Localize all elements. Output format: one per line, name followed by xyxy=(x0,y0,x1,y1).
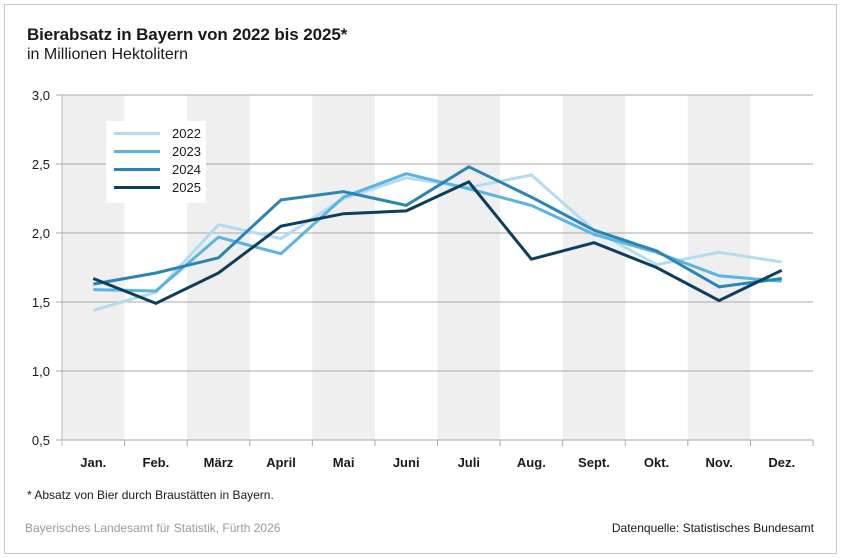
x-tick-label: Aug. xyxy=(517,455,546,470)
data-source: Datenquelle: Statistisches Bundesamt xyxy=(611,521,814,535)
credit-text: Bayerisches Landesamt für Statistik, Für… xyxy=(25,521,281,535)
chart-title: Bierabsatz in Bayern von 2022 bis 2025* xyxy=(27,25,348,44)
y-tick-label: 3,0 xyxy=(32,88,50,103)
legend-swatch-2024 xyxy=(114,167,160,171)
y-tick-label: 2,0 xyxy=(32,226,50,241)
legend-swatch-2023 xyxy=(114,149,160,153)
month-band xyxy=(437,95,501,440)
month-bands xyxy=(62,95,751,440)
series-line-2024 xyxy=(93,165,782,289)
x-tick-label: Mai xyxy=(333,455,355,470)
x-tick-label: Sept. xyxy=(578,455,610,470)
y-tick-label: 2,5 xyxy=(32,157,50,172)
x-tick-label: Feb. xyxy=(143,455,170,470)
legend: 2022 2023 2024 2025 xyxy=(106,121,206,203)
legend-swatch-2022 xyxy=(114,131,160,135)
footnote: * Absatz von Bier durch Braustätten in B… xyxy=(27,488,274,502)
legend-item-2025: 2025 xyxy=(114,178,201,196)
legend-item-2024: 2024 xyxy=(114,160,201,178)
legend-item-2022: 2022 xyxy=(114,124,201,142)
x-tick-label: Okt. xyxy=(644,455,669,470)
series-line-2025 xyxy=(92,180,783,306)
x-tick-label: Jan. xyxy=(80,455,106,470)
legend-label: 2023 xyxy=(172,143,201,159)
legend-label: 2024 xyxy=(172,161,201,177)
x-tick-label: März xyxy=(204,455,234,470)
legend-label: 2022 xyxy=(172,125,201,141)
x-axis: Jan. Feb. März April Mai Juni Juli Aug. Sept. Okt… xyxy=(61,95,814,470)
y-tick-label: 0,5 xyxy=(32,433,50,448)
chart-subtitle: in Millionen Hektolitern xyxy=(27,46,188,63)
x-tick-label: Nov. xyxy=(706,455,733,470)
month-band xyxy=(562,95,626,440)
legend-swatch-2025 xyxy=(114,185,160,189)
x-tick-label: Juli xyxy=(458,455,480,470)
legend-label: 2025 xyxy=(172,179,201,195)
x-tick-label: Juni xyxy=(393,455,420,470)
x-tick-label: Dez. xyxy=(768,455,795,470)
legend-item-2023: 2023 xyxy=(114,142,201,160)
series-lines xyxy=(92,165,783,312)
y-axis-ticks: 0,5 1,0 1,5 2,0 2,5 3,0 xyxy=(32,88,50,448)
y-tick-label: 1,0 xyxy=(32,364,50,379)
x-tick-label: April xyxy=(266,455,296,470)
gridlines xyxy=(56,94,813,441)
month-band xyxy=(312,95,375,440)
y-tick-label: 1,5 xyxy=(32,295,50,310)
